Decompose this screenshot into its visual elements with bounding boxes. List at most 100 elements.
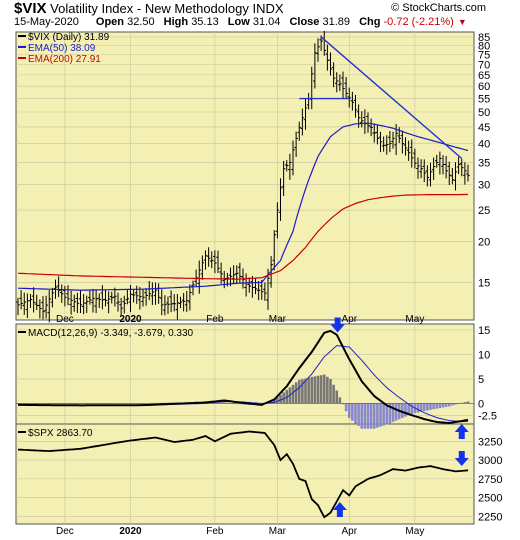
histogram-bar [279,394,282,404]
y-tick-label: 25 [478,205,490,217]
x-tick-label: Dec [56,314,74,325]
open-label: Open [95,16,125,28]
histogram-bar [369,403,373,429]
chg-label: Chg [359,16,381,28]
low-label: Low [227,16,250,28]
y-tick-label: 3250 [478,436,502,448]
y-tick-label: 15 [478,277,490,289]
arrow-down-icon [454,451,469,466]
histogram-bar [335,390,339,404]
legend-macd: MACD(12,26,9) -3.349, -3.679, 0.330 [18,328,194,339]
y-tick-label: 70 [478,59,490,71]
legend-spx: $SPX 2863.70 [18,428,93,439]
arrow-up-icon [332,502,347,517]
y-tick-label: 2250 [478,511,502,523]
histogram-bar [291,384,295,404]
histogram-bar [435,403,439,409]
histogram-bar [451,403,454,406]
y-tick-label: 15 [478,325,490,337]
y-tick-label: 85 [478,32,490,44]
symbol: $VIX [14,0,47,17]
legend-macd-text: MACD(12,26,9) -3.349, -3.679, 0.330 [28,328,194,339]
histogram-bar [466,401,470,404]
high-value: 35.13 [191,16,219,28]
legend-price-text: $VIX (Daily) 31.89 [28,32,110,43]
y-tick-label: 75 [478,50,490,62]
histogram-bar [441,403,445,408]
index-name: Volatility Index - New Methodology [50,1,249,16]
histogram-bar [332,384,335,404]
histogram-bar [316,375,320,404]
histogram-bar [463,402,467,404]
macd-line [18,329,469,425]
legend-ema50-text: EMA(50) 38.09 [28,43,96,54]
histogram-bar [282,392,285,404]
histogram-bar [310,376,314,404]
histogram-bar [360,403,364,429]
histogram-bar [447,403,451,407]
credit: © StockCharts.com [391,2,486,14]
histogram-bar [285,389,289,404]
histogram-bar [301,379,304,404]
down-triangle-icon: ▼ [457,17,467,27]
histogram-bar [347,403,351,419]
legend-price: $VIX (Daily) 31.89 [18,32,110,43]
x-tick-label: Mar [269,314,287,325]
y-tick-label: 45 [478,122,490,134]
y-tick-label: 10 [478,349,490,361]
open-value: 32.50 [127,16,155,28]
histogram-bar [319,375,323,404]
y-tick-label: 0 [478,398,484,410]
histogram-bar [338,397,342,404]
histogram-bar [379,403,382,427]
legend-ema200: EMA(200) 27.91 [18,54,101,65]
histogram-bar [276,397,279,404]
x-tick-label: Apr [341,526,357,537]
x-tick-label: Feb [206,314,224,325]
x-tick-label: Feb [206,526,224,537]
histogram-bar [341,403,345,405]
y-tick-label: 55 [478,94,490,106]
histogram-bar [394,403,398,421]
histogram-bar [401,403,404,418]
histogram-bar [429,403,432,410]
histogram-bar [219,402,223,404]
histogram-bar [297,379,301,404]
histogram-bar [294,382,298,404]
histogram-bar [329,379,332,404]
histogram-bar [426,403,429,411]
quote-date: 15-May-2020 [14,16,79,28]
histogram-bar [216,402,220,404]
x-tick-label: Mar [269,526,287,537]
chart-title: $VIX Volatility Index - New Methodology … [14,0,284,17]
close-value: 31.89 [322,16,350,28]
close-label: Close [289,16,320,28]
histogram-bar [313,376,317,404]
panel-spx [15,423,475,525]
y-tick-label: 2500 [478,493,502,505]
histogram-bar [344,403,348,412]
histogram-bar [410,403,414,414]
histogram-bar [385,403,389,425]
histogram-bar [357,403,360,427]
low-value: 31.04 [252,16,281,28]
ema50-line [17,122,469,291]
histogram-bar [454,403,457,405]
histogram-bar [416,403,420,413]
histogram-bar [372,403,376,429]
y-tick-label: 3000 [478,455,502,467]
histogram-bar [388,403,392,424]
x-tick-label: May [405,526,424,537]
y-tick-label: -2.5 [478,411,497,423]
histogram-bar [407,403,410,416]
y-tick-label: 20 [478,237,490,249]
histogram-bar [322,374,326,404]
histogram-bar [422,403,426,412]
y-tick-label: 5 [478,374,484,386]
y-tick-label: 65 [478,70,490,82]
x-tick-label: May [405,314,424,325]
y-tick-label: 80 [478,40,490,52]
y-tick-label: 40 [478,139,490,151]
y-tick-label: 2750 [478,474,502,486]
